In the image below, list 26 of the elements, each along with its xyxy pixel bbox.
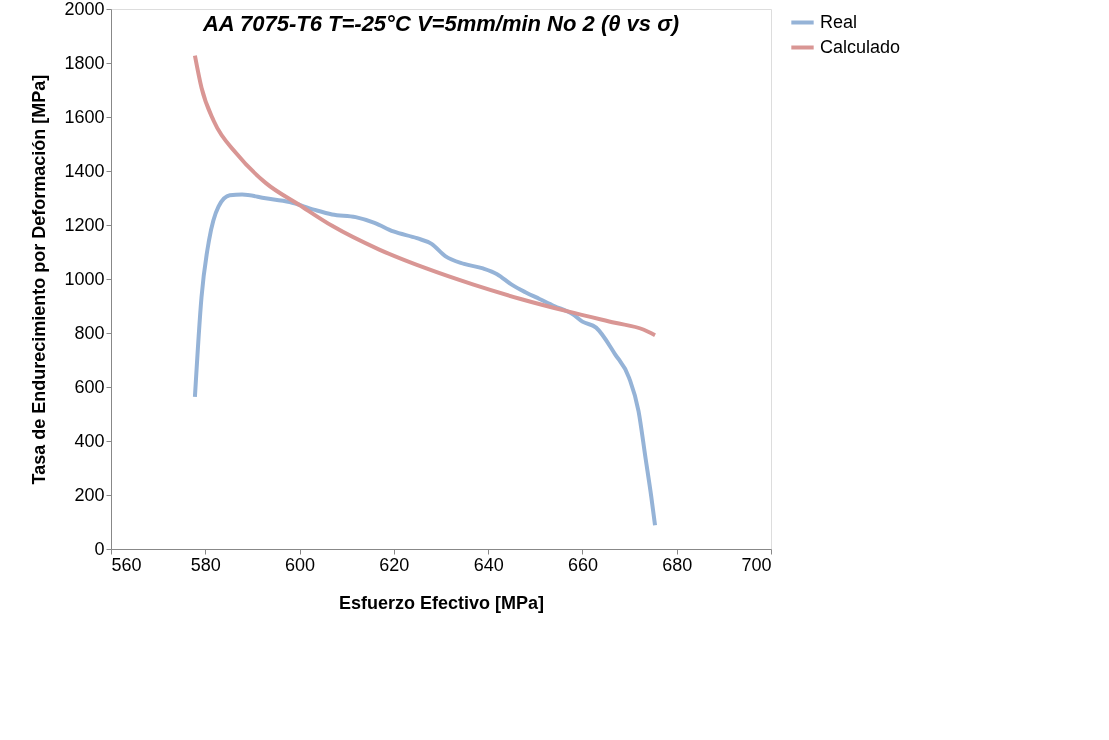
y-tick-label: 0 — [94, 538, 105, 559]
y-tick-label: 200 — [74, 484, 105, 505]
x-tick-label: 620 — [379, 554, 410, 575]
x-tick-label: 680 — [662, 554, 693, 575]
y-tick-label: 400 — [74, 430, 105, 451]
x-axis-title: Esfuerzo Efectivo [MPa] — [338, 592, 545, 613]
y-tick-label: 1600 — [64, 106, 105, 127]
legend-label: Calculado — [820, 36, 901, 57]
legend-label: Real — [820, 11, 858, 32]
x-tick-label: 700 — [741, 554, 772, 575]
y-tick-label: 1200 — [64, 214, 105, 235]
chart-title: AA 7075-T6 T=-25°C V=5mm/min No 2 (θ vs σ) — [201, 11, 680, 36]
y-tick-label: 1000 — [64, 268, 105, 289]
x-tick-label: 580 — [190, 554, 221, 575]
x-tick-label: 560 — [111, 554, 142, 575]
y-tick-label: 1800 — [64, 52, 105, 73]
y-tick-label: 800 — [74, 322, 105, 343]
y-tick-label: 600 — [74, 376, 105, 397]
y-tick-label: 1400 — [64, 160, 105, 181]
line-series — [192, 53, 658, 338]
y-tick-label: 2000 — [64, 0, 105, 19]
x-tick-label: 660 — [567, 554, 598, 575]
y-axis-title: Tasa de Endurecimiento por Deformación [MPa] — [29, 74, 50, 485]
x-tick-label: 640 — [473, 554, 504, 575]
line-series — [192, 192, 658, 528]
x-tick-label: 600 — [285, 554, 316, 575]
